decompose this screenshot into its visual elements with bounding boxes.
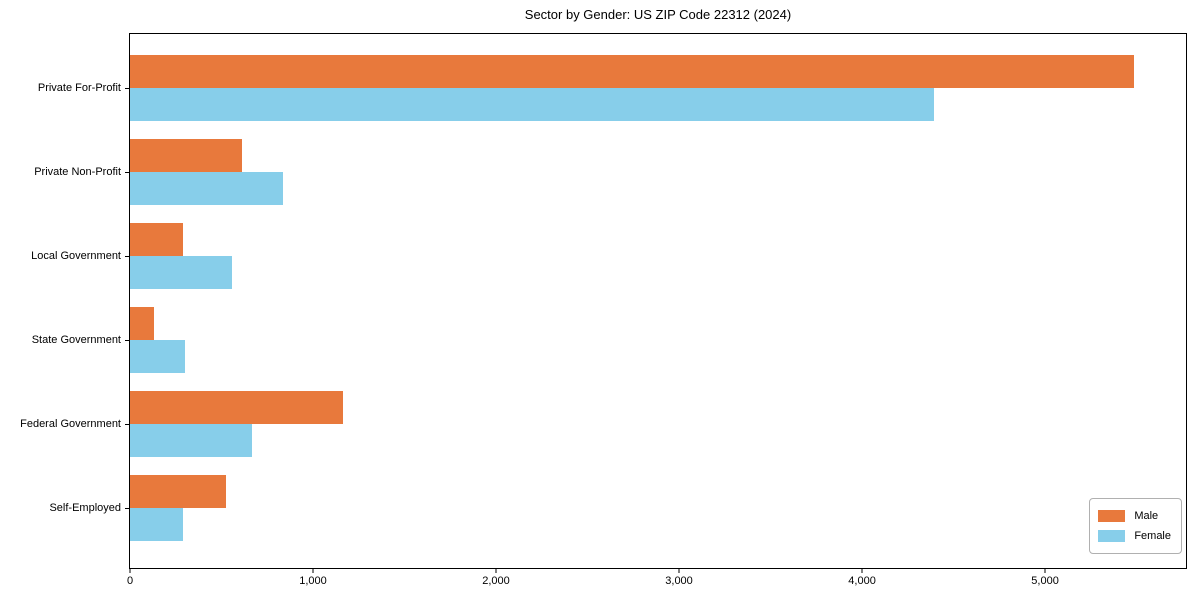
x-axis-tick-label: 4,000 xyxy=(848,575,876,587)
bar-female xyxy=(130,172,283,205)
bar-female xyxy=(130,424,252,457)
x-axis-tick-label: 3,000 xyxy=(665,575,693,587)
legend-label-female: Female xyxy=(1134,530,1171,542)
y-axis-category-label: State Government xyxy=(31,334,121,346)
x-axis-tick-label: 1,000 xyxy=(299,575,327,587)
bar-female xyxy=(130,340,185,373)
x-axis-tick xyxy=(495,568,497,573)
bar-female xyxy=(130,256,232,289)
x-axis-tick xyxy=(861,568,863,573)
legend-item-male: Male xyxy=(1098,506,1171,526)
x-axis-tick xyxy=(678,568,680,573)
bar-female xyxy=(130,88,934,121)
plot-area: Male Female Private For-Profit Private Non… xyxy=(20,33,1187,587)
bar-male xyxy=(130,475,226,508)
x-axis-tick-label: 0 xyxy=(126,575,134,587)
y-axis-tick xyxy=(125,172,130,173)
y-axis-tick xyxy=(125,508,130,509)
x-axis-tick-label: 2,000 xyxy=(482,575,510,587)
chart-title: Sector by Gender: US ZIP Code 22312 (202… xyxy=(524,7,792,22)
legend: Male Female xyxy=(1089,498,1182,554)
y-axis-tick xyxy=(125,256,130,257)
bar-female xyxy=(130,508,183,541)
y-axis-category-label: Local Government xyxy=(31,250,121,262)
bar-male xyxy=(130,223,183,256)
bar-male xyxy=(130,55,1134,88)
y-axis-category-label: Self-Employed xyxy=(49,502,121,514)
y-axis-category-label: Federal Government xyxy=(20,418,121,430)
y-axis-tick xyxy=(125,340,130,341)
legend-item-female: Female xyxy=(1098,526,1171,546)
x-axis-tick xyxy=(129,568,131,573)
y-axis-tick xyxy=(125,424,130,425)
x-axis-tick xyxy=(1044,568,1046,573)
y-axis-tick xyxy=(125,88,130,89)
bar-male xyxy=(130,139,242,172)
x-axis-tick xyxy=(312,568,314,573)
legend-label-male: Male xyxy=(1134,510,1159,522)
x-axis-tick-label: 5,000 xyxy=(1031,575,1059,587)
y-axis-category-label: Private Non-Profit xyxy=(34,166,121,178)
bar-male xyxy=(130,391,343,424)
legend-swatch-male xyxy=(1098,510,1126,522)
y-axis-category-label: Private For-Profit xyxy=(37,82,121,94)
legend-swatch-female xyxy=(1098,530,1126,542)
bar-male xyxy=(130,307,154,340)
